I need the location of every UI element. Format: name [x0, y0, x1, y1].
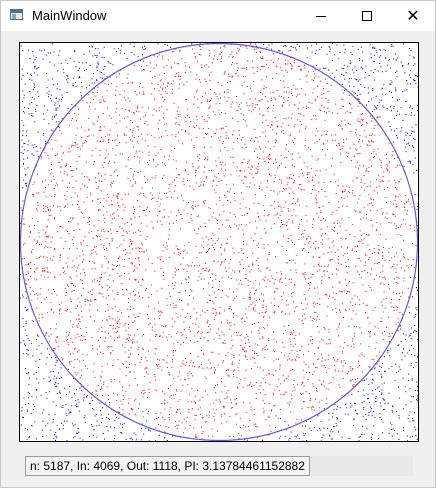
status-text: n: 5187, In: 4069, Out: 1118, PI: 3.1378…: [25, 456, 310, 476]
maximize-button[interactable]: [344, 1, 390, 31]
inside-points: [20, 43, 418, 441]
app-window-icon: [10, 9, 23, 20]
monte-carlo-canvas: [19, 42, 419, 442]
monte-carlo-plot: [20, 43, 418, 441]
minimize-button[interactable]: [298, 1, 344, 31]
close-button[interactable]: ✕: [390, 1, 436, 31]
minimize-icon: [316, 15, 326, 17]
close-icon: ✕: [406, 6, 420, 25]
status-bar: n: 5187, In: 4069, Out: 1118, PI: 3.1378…: [25, 456, 413, 476]
title-bar[interactable]: MainWindow ✕: [1, 1, 435, 31]
maximize-icon: [362, 11, 372, 21]
unit-circle: [20, 43, 418, 441]
window-title: MainWindow: [32, 8, 107, 23]
inside-point-marks: [20, 43, 418, 441]
